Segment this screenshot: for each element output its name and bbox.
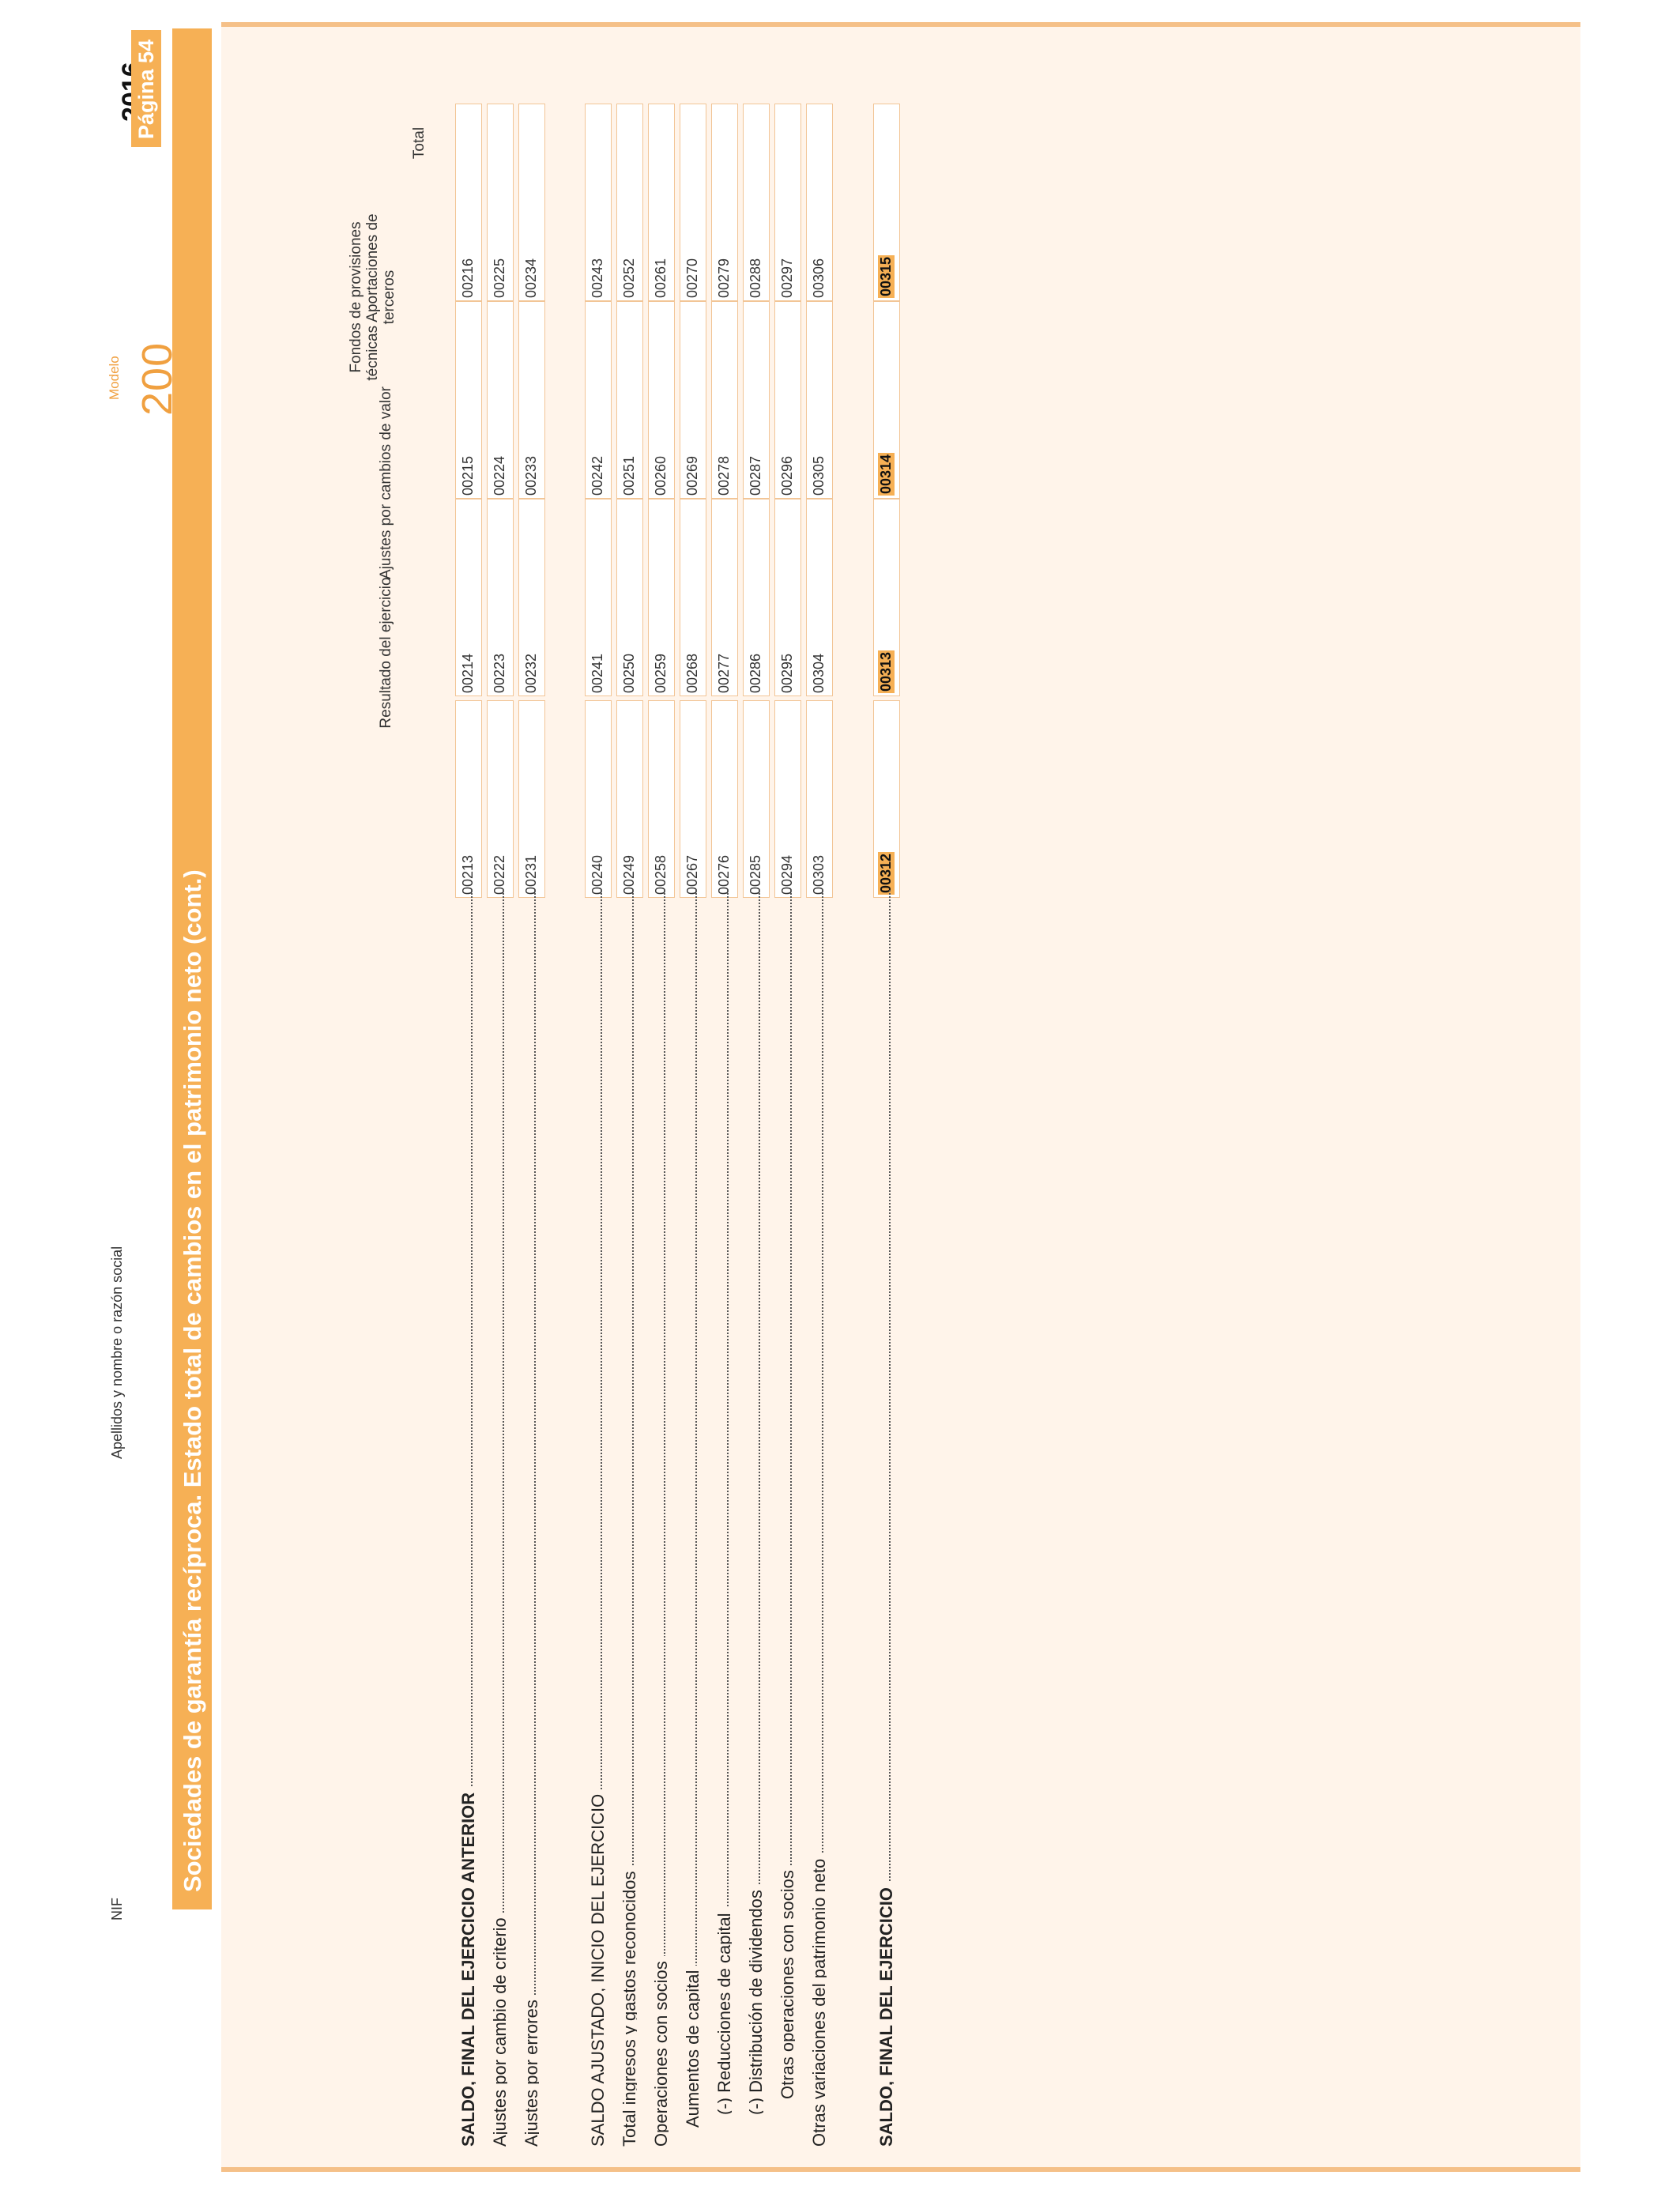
box-code: 00249 [621,854,637,895]
box-code: 00241 [590,653,605,693]
box-code: 00297 [779,258,795,298]
box-code: 00315 [878,254,895,298]
box-code: 00269 [684,455,700,496]
box-code: 00260 [653,455,669,496]
box-code: 00234 [523,258,539,298]
row-label: (-) Reducciones de capital [714,890,732,2115]
box-code: 00252 [621,258,637,298]
box-code: 00278 [716,455,732,496]
row-label-text: (-) Reducciones de capital [714,1908,732,2115]
name-field[interactable] [126,471,156,1467]
nif-label: NIF [109,1898,125,1921]
box-code: 00222 [492,854,507,895]
form-panel [221,22,1580,2172]
box-code: 00312 [878,851,895,895]
modelo-label: Modelo [107,356,122,400]
row-label: SALDO, FINAL DEL EJERCICIO [876,890,894,2147]
box-code: 00224 [492,455,507,496]
name-label: Apellidos y nombre o razón social [109,1246,125,1459]
row-label: SALDO, FINAL DEL EJERCICIO ANTERIOR [458,890,476,2147]
box-code: 00267 [684,854,700,895]
row-label: Aumentos de capital [683,890,700,2128]
column-header-total: Total [411,126,428,160]
row-label: Otras operaciones con socios [778,890,795,2099]
row-label: Otras variaciones del patrimonio neto [809,890,827,2147]
box-code: 00242 [590,455,605,496]
box-code: 00305 [811,455,827,496]
box-code: 00259 [653,653,669,693]
row-label-text: Otras operaciones con socios [778,1865,795,2099]
column-header-fondos: Fondos de provisiones técnicas Aportacio… [348,213,397,381]
box-code: 00285 [748,854,763,895]
panel-border [221,2167,1580,2172]
row-label: (-) Distribución de dividendos [746,890,763,2115]
box-code: 00261 [653,258,669,298]
box-code: 00232 [523,653,539,693]
box-code: 00231 [523,854,539,895]
box-code: 00225 [492,258,507,298]
dot-leader [695,890,697,2128]
box-code: 00251 [621,455,637,496]
row-label-text: Otras variaciones del patrimonio neto [809,1853,827,2147]
box-code: 00288 [748,258,763,298]
page-label: Página 54 [134,39,158,139]
row-label-text: Total ingresos y gastos reconocidos [620,1866,637,2147]
box-code: 00306 [811,258,827,298]
row-label-text: Aumentos de capital [683,1965,700,2128]
box-code: 00214 [460,653,476,693]
row-label-text: SALDO AJUSTADO, INICIO DEL EJERCICIO [588,1789,605,2147]
box-code: 00276 [716,854,732,895]
row-label-text: SALDO, FINAL DEL EJERCICIO ANTERIOR [458,1787,476,2147]
row-label-text: Ajustes por cambio de criterio [490,1913,507,2147]
box-code: 00287 [748,455,763,496]
page-title: Sociedades de garantía recíproca. Estado… [179,869,206,1892]
box-code: 00250 [621,653,637,693]
column-header-ajustes: Ajustes por cambios de valor [378,386,394,579]
row-label: Total ingresos y gastos reconocidos [620,890,637,2147]
box-code: 00279 [716,258,732,298]
row-label: Ajustes por errores [522,890,539,2147]
dot-leader [534,890,536,2147]
box-code: 00243 [590,258,605,298]
box-code: 00304 [811,653,827,693]
row-label-text: Operaciones con socios [651,1956,669,2147]
box-code: 00223 [492,653,507,693]
box-code: 00215 [460,455,476,496]
box-code: 00258 [653,854,669,895]
box-code: 00233 [523,455,539,496]
box-code: 00313 [878,650,895,693]
box-code: 00303 [811,854,827,895]
box-code: 00294 [779,854,795,895]
row-label-text: SALDO, FINAL DEL EJERCICIO [876,1882,894,2147]
box-code: 00240 [590,854,605,895]
box-code: 00277 [716,653,732,693]
row-label-text: (-) Distribución de dividendos [746,1885,763,2115]
row-label: Ajustes por cambio de criterio [490,890,507,2147]
row-label-text: Ajustes por errores [522,1995,539,2147]
box-code: 00286 [748,653,763,693]
box-code: 00314 [878,452,895,496]
box-code: 00213 [460,854,476,895]
row-label: SALDO AJUSTADO, INICIO DEL EJERCICIO [588,890,605,2147]
box-code: 00296 [779,455,795,496]
panel-border [221,22,1580,27]
nif-field[interactable] [126,1467,156,1933]
box-code: 00270 [684,258,700,298]
box-code: 00295 [779,653,795,693]
box-code: 00268 [684,653,700,693]
box-code: 00216 [460,258,476,298]
row-label: Operaciones con socios [651,890,669,2147]
